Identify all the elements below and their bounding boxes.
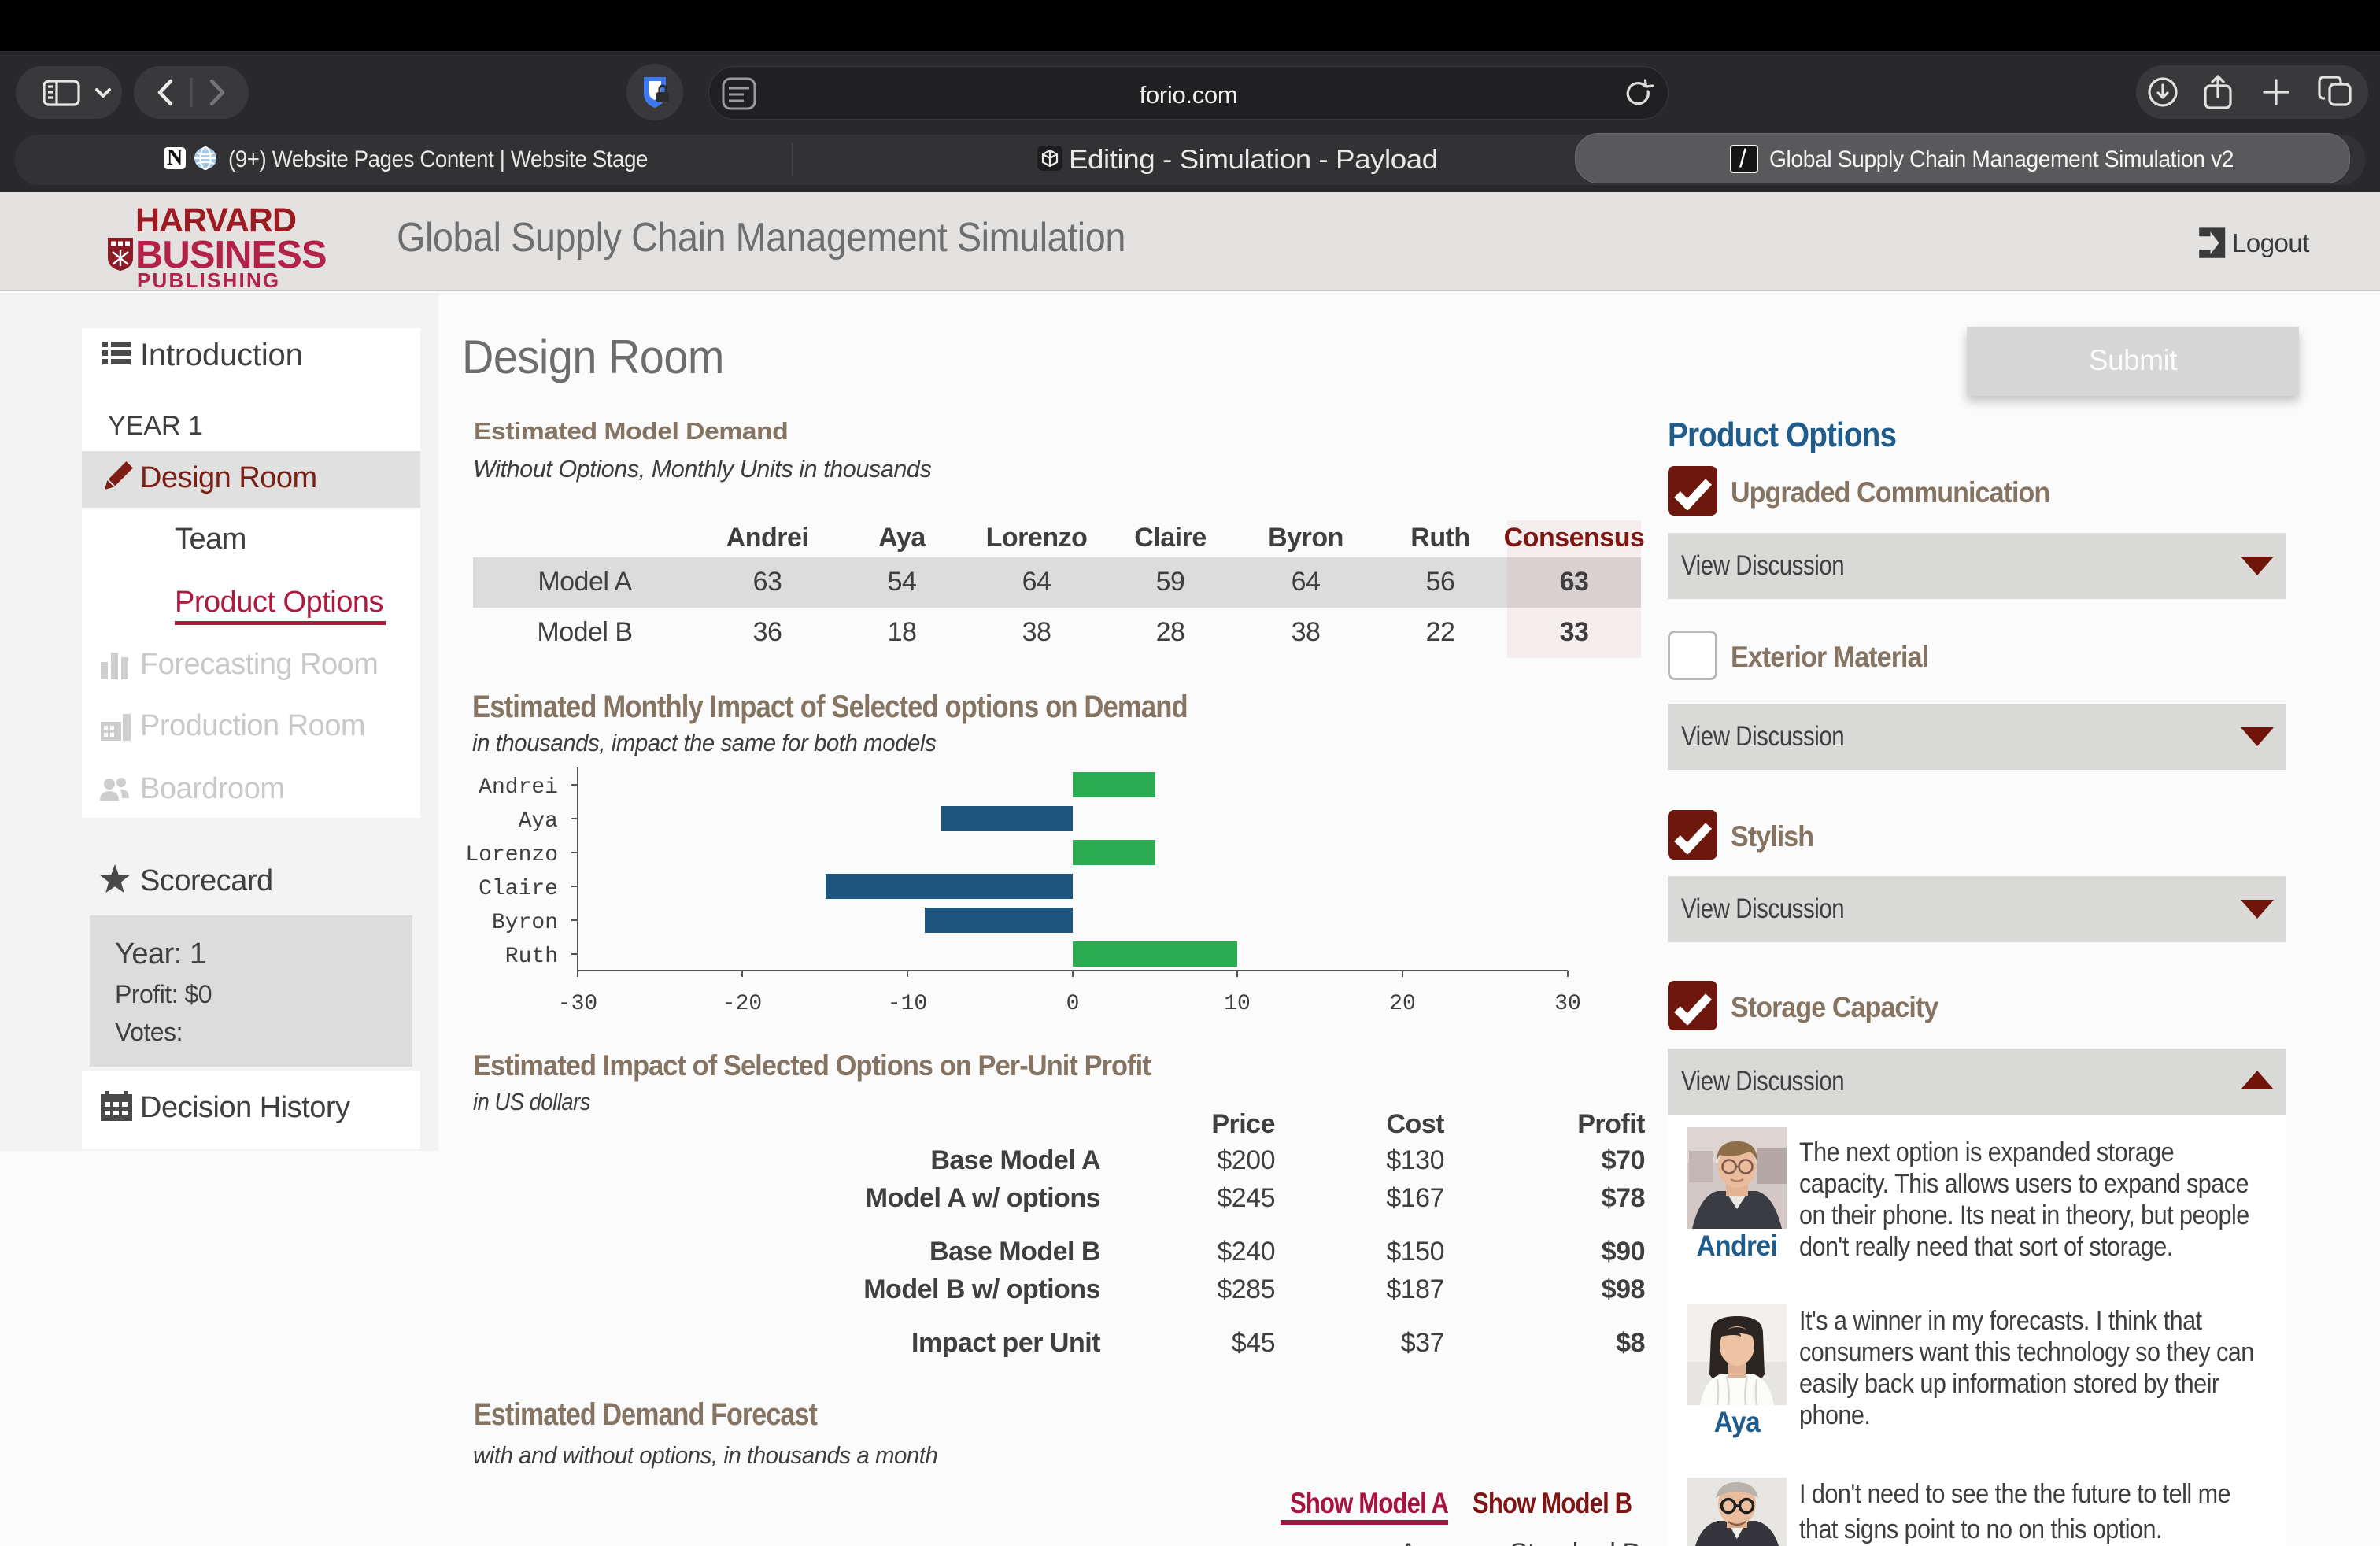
svg-text:Claire: Claire xyxy=(479,877,558,901)
svg-text:Andrei: Andrei xyxy=(479,775,558,800)
svg-text:Ruth: Ruth xyxy=(505,945,558,969)
svg-text:0: 0 xyxy=(1066,992,1080,1015)
svg-text:30: 30 xyxy=(1554,992,1581,1015)
svg-text:20: 20 xyxy=(1389,992,1416,1015)
svg-text:10: 10 xyxy=(1224,992,1251,1015)
svg-text:-30: -30 xyxy=(558,992,597,1015)
svg-text:-10: -10 xyxy=(888,992,927,1015)
svg-text:-20: -20 xyxy=(722,992,762,1015)
svg-text:Lorenzo: Lorenzo xyxy=(465,843,558,867)
svg-text:Byron: Byron xyxy=(492,911,558,935)
svg-text:Aya: Aya xyxy=(519,809,558,834)
